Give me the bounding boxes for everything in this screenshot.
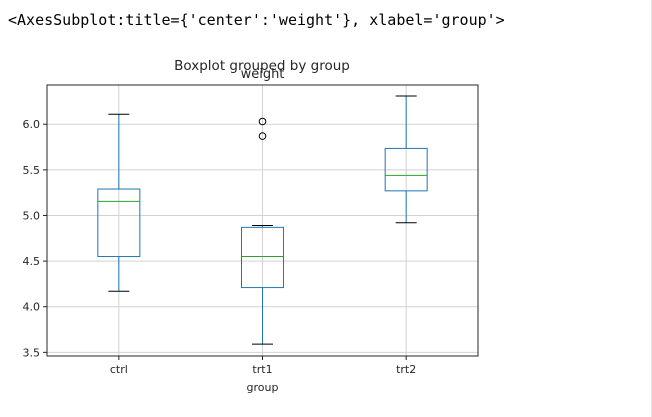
box-ctrl [97,188,141,258]
outlier-point-trt1-1 [258,117,267,126]
chart-suptitle: Boxplot grouped by group [174,58,350,74]
chart-title: weight [241,67,285,82]
y-tick-label-1: 4.0 [23,301,41,314]
x-tick-label-ctrl: ctrl [110,363,128,376]
x-tick-label-trt1: trt1 [252,363,272,376]
y-tick-label-3: 5.0 [23,209,41,222]
output-repr-text: <AxesSubplot:title={'center':'weight'}, … [8,11,505,29]
outlier-point-trt1-0 [258,132,267,140]
y-tick-label-0: 3.5 [23,346,41,359]
box-trt2 [384,147,428,192]
y-tick-label-2: 4.5 [23,255,41,268]
y-tick-label-5: 6.0 [23,118,41,131]
y-tick-label-4: 5.5 [23,164,41,177]
box-trt1 [241,226,284,289]
x-axis-label: group [247,381,279,394]
x-tick-label-trt2: trt2 [396,363,416,376]
